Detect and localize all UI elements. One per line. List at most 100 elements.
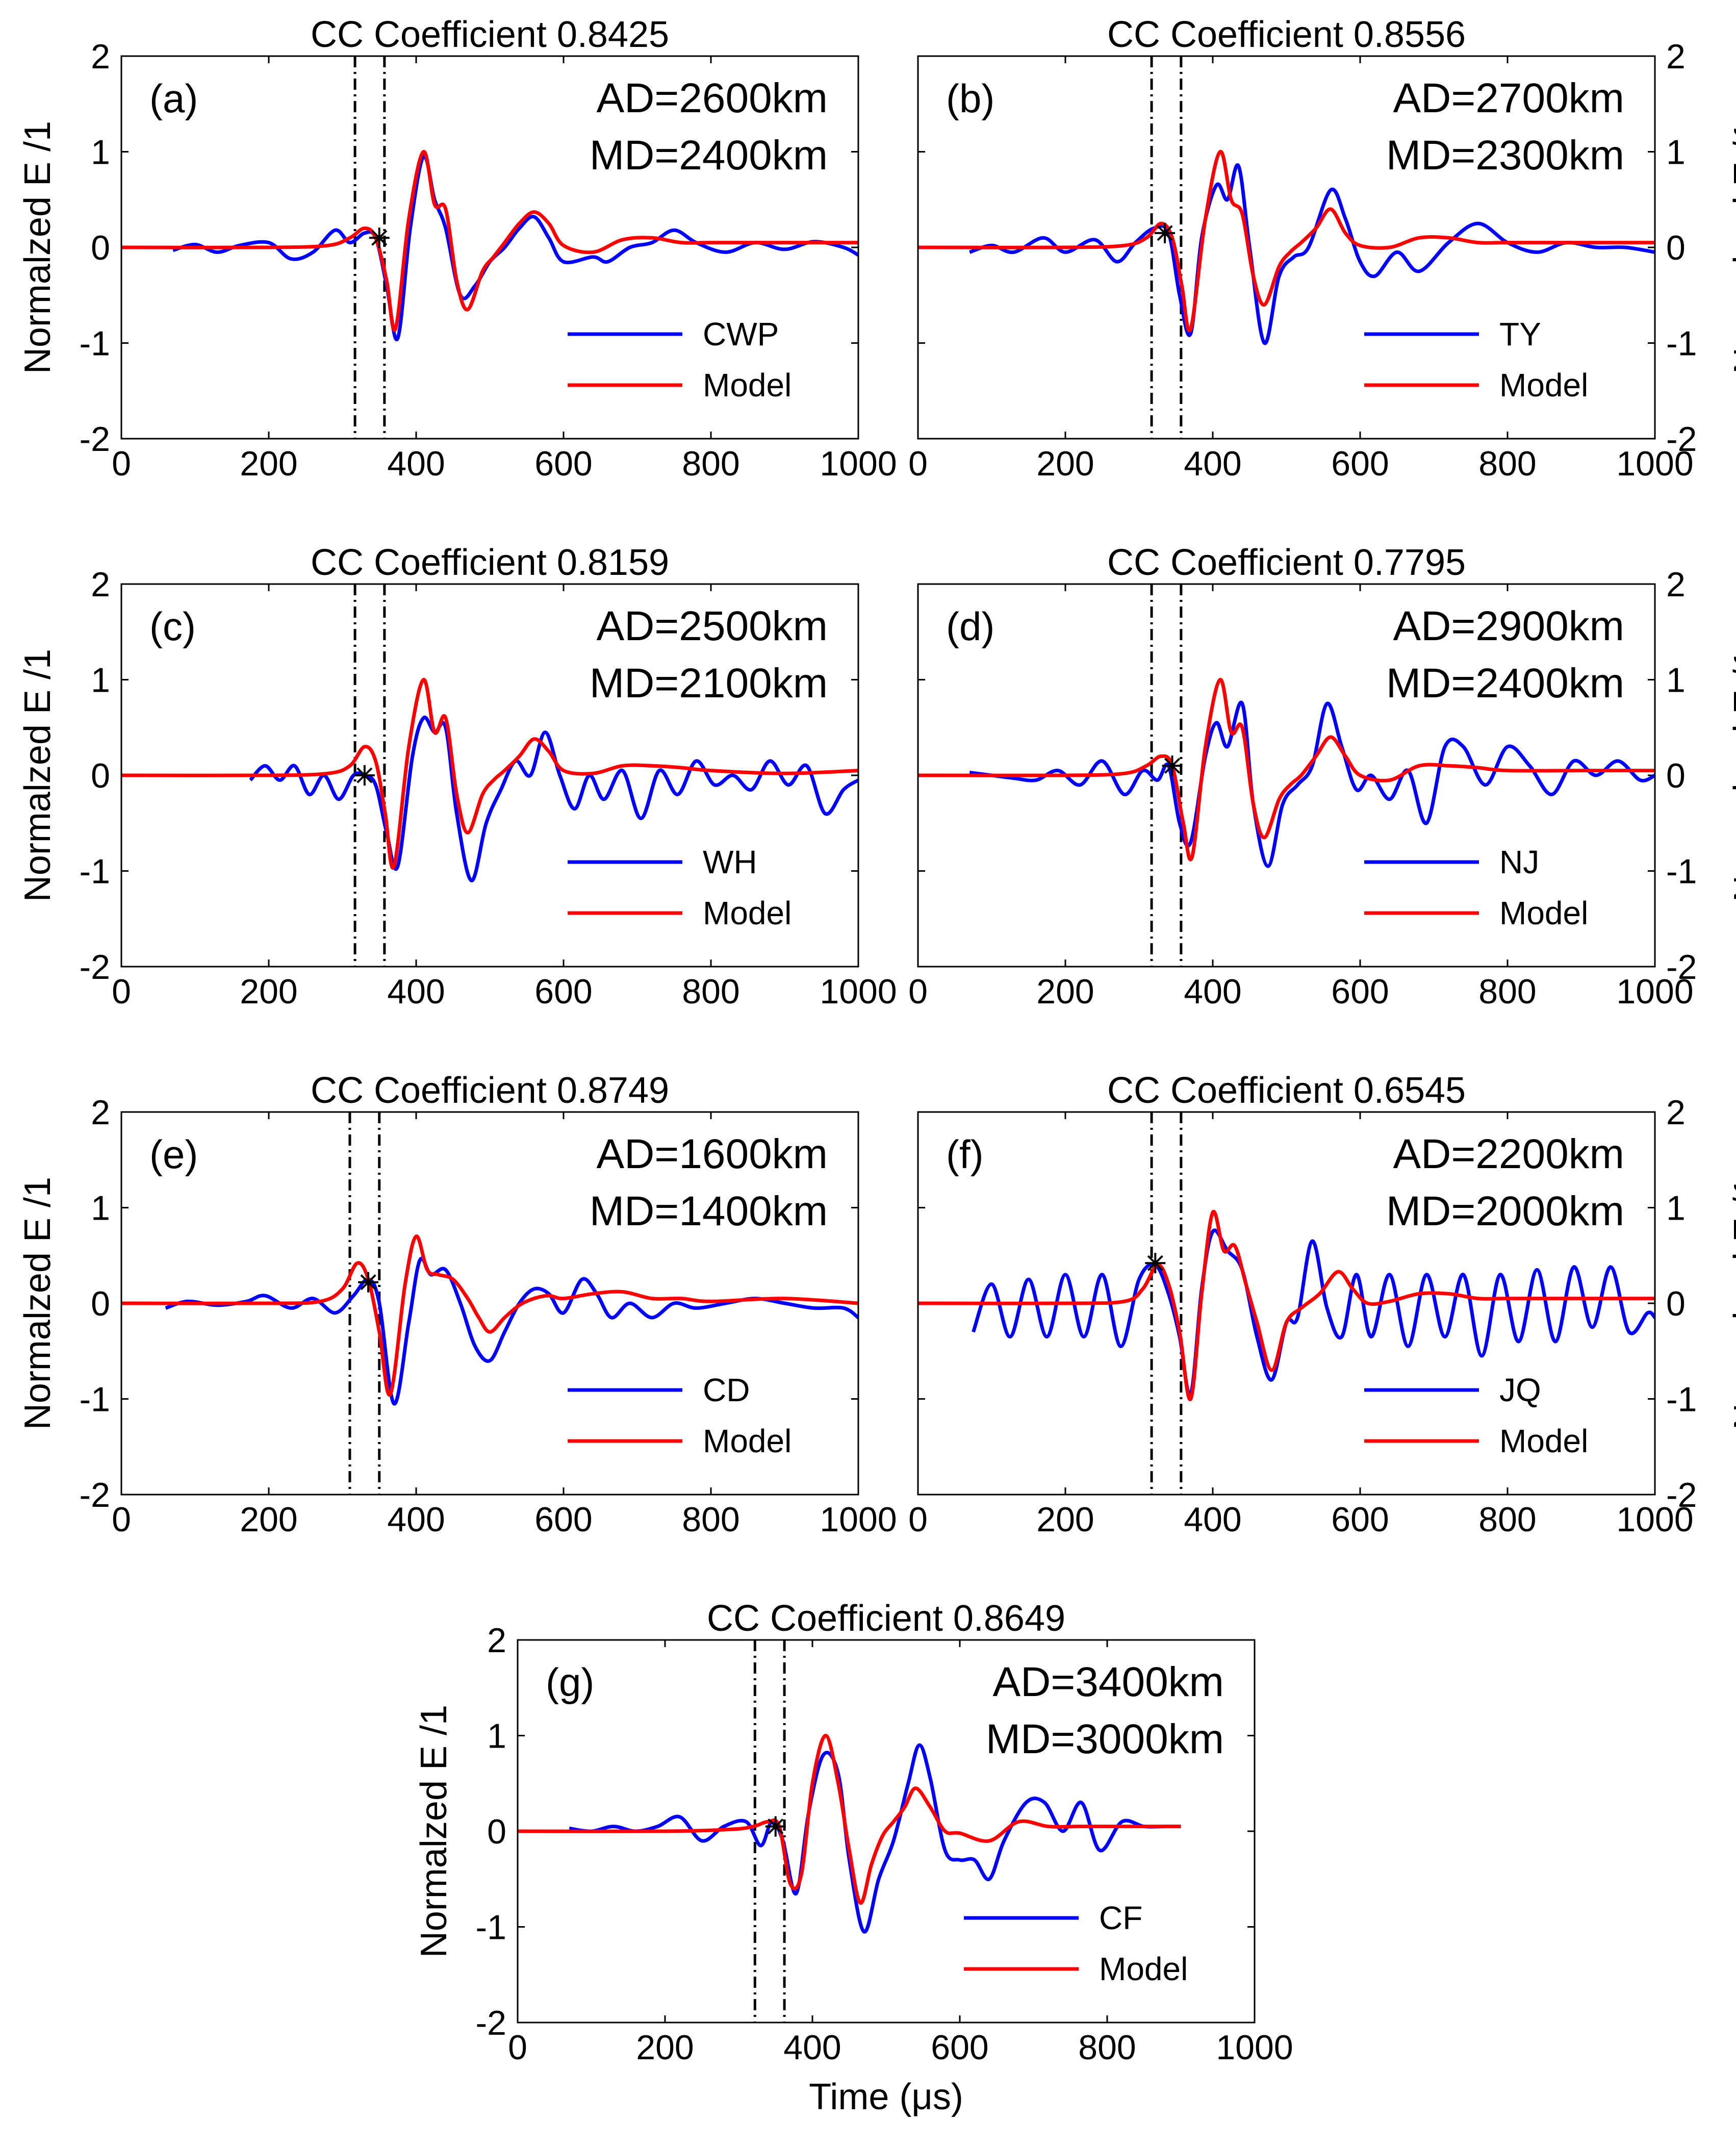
arrival-marker <box>354 765 375 786</box>
chart-title: CC Coefficient 0.8649 <box>707 1598 1065 1639</box>
y-tick-label: 2 <box>91 1093 110 1132</box>
series-wh <box>249 715 858 882</box>
legend-label-model: Model <box>1499 1423 1588 1459</box>
y-tick-label: 2 <box>91 565 110 604</box>
y-tick-label: 0 <box>1666 756 1686 795</box>
axes-frame <box>517 1639 1256 2024</box>
panel-label: (g) <box>546 1660 594 1705</box>
y-tick-label: 2 <box>1666 565 1686 604</box>
legend-label-model: Model <box>703 1423 792 1459</box>
y-tick-label: 1 <box>91 661 110 700</box>
x-tick-label: 200 <box>1036 1500 1094 1539</box>
legend-label-observed: CF <box>1099 1900 1142 1936</box>
x-tick-label: 200 <box>636 2028 694 2067</box>
legend-label-observed: CD <box>703 1372 750 1408</box>
x-tick-label: 200 <box>240 444 297 483</box>
x-tick-label: 600 <box>534 1500 592 1539</box>
panel-d: CC Coefficient 0.7795 0 200 400 600 800 1000-2… <box>908 542 1736 1011</box>
panel-b: CC Coefficient 0.8556 0 200 400 600 800 1000-2… <box>908 14 1736 483</box>
y-tick-label: -2 <box>80 420 110 459</box>
y-tick-label: -1 <box>1666 1380 1697 1419</box>
arrival-marker <box>1155 222 1176 243</box>
x-tick-label: 0 <box>908 1500 928 1539</box>
panel-label: (c) <box>149 604 196 649</box>
x-tick-label: 800 <box>1478 972 1536 1011</box>
series-model <box>518 1734 1181 1905</box>
y-axis-label: Normalzed E /1 <box>1727 649 1736 902</box>
x-tick-label: 800 <box>682 444 739 483</box>
annotation-md: MD=2100km <box>590 660 828 706</box>
arrival-marker <box>1145 1253 1166 1274</box>
arrival-marker <box>369 228 390 248</box>
legend-label-observed: NJ <box>1499 844 1539 880</box>
y-axis-label: Normalzed E /1 <box>1727 1177 1736 1430</box>
panel-label: (b) <box>946 76 994 121</box>
x-tick-label: 0 <box>112 972 131 1011</box>
series-nj <box>969 700 1655 868</box>
y-axis-label: Normalzed E /1 <box>17 649 58 902</box>
y-tick-label: 2 <box>91 37 110 76</box>
annotation-md: MD=2000km <box>1386 1188 1624 1234</box>
annotation-ad: AD=2500km <box>596 603 828 649</box>
y-tick-label: -2 <box>476 2004 506 2042</box>
x-tick-label: 200 <box>1036 444 1094 483</box>
legend-label-model: Model <box>703 367 792 403</box>
x-tick-label: 800 <box>1478 444 1536 483</box>
annotation-ad: AD=2900km <box>1393 603 1624 649</box>
y-tick-label: 2 <box>1666 1093 1686 1132</box>
x-tick-label: 800 <box>682 1500 739 1539</box>
x-tick-label: 0 <box>112 444 131 483</box>
panel-c: CC Coefficient 0.8159 0 200 400 600 800 1000 -2… <box>17 542 897 1011</box>
axes-frame <box>120 55 859 440</box>
y-tick-label: -1 <box>80 324 110 363</box>
y-tick-label: -1 <box>1666 852 1697 891</box>
axes-frame <box>917 55 1656 440</box>
x-tick-label: 400 <box>387 1500 445 1539</box>
y-tick-label: 0 <box>487 1812 506 1851</box>
axes-frame <box>120 1111 859 1496</box>
y-tick-label: 1 <box>487 1717 506 1756</box>
x-tick-label: 800 <box>1478 1500 1536 1539</box>
x-axis-label: Time (μs) <box>809 2077 963 2117</box>
annotation-ad: AD=2200km <box>1393 1131 1624 1177</box>
panel-g: CC Coefficient 0.8649 0 200 400 600 800 1000 -2… <box>414 1598 1293 2067</box>
legend-label-observed: JQ <box>1499 1372 1541 1408</box>
y-tick-label: -1 <box>476 1908 506 1947</box>
series-model <box>121 149 858 332</box>
chart-title: CC Coefficient 0.8425 <box>311 14 669 55</box>
x-tick-label: 1000 <box>1616 1500 1693 1539</box>
y-axis-label: Normalzed E /1 <box>17 121 58 374</box>
x-tick-label: 400 <box>1184 444 1241 483</box>
legend-label-observed: WH <box>703 844 757 880</box>
x-tick-label: 400 <box>387 444 445 483</box>
y-tick-label: 0 <box>91 229 110 267</box>
y-tick-label: 1 <box>1666 133 1686 172</box>
x-tick-label: 1000 <box>1616 444 1693 483</box>
annotation-md: MD=2300km <box>1386 132 1624 179</box>
x-tick-label: 200 <box>240 972 297 1011</box>
x-tick-label: 0 <box>508 2028 527 2067</box>
y-tick-label: -2 <box>80 948 110 987</box>
series-model <box>918 677 1655 862</box>
axes-frame <box>917 583 1656 968</box>
x-tick-label: 600 <box>1331 444 1389 483</box>
x-tick-label: 400 <box>387 972 445 1011</box>
legend-label-model: Model <box>1499 895 1588 931</box>
x-tick-label: 1000 <box>1216 2028 1293 2067</box>
legend-label-model: Model <box>1499 367 1588 403</box>
x-tick-label: 0 <box>908 444 928 483</box>
y-tick-label: 1 <box>1666 1189 1686 1228</box>
x-tick-label: 800 <box>1078 2028 1136 2067</box>
x-tick-label: 200 <box>240 1500 297 1539</box>
annotation-md: MD=2400km <box>1386 660 1624 706</box>
x-tick-label: 600 <box>534 444 592 483</box>
panel-e: CC Coefficient 0.8749 0 200 400 600 800 1000 -2… <box>17 1070 897 1539</box>
x-tick-label: 1000 <box>820 444 897 483</box>
chart-title: CC Coefficient 0.8749 <box>311 1070 669 1111</box>
legend-label-model: Model <box>1099 1951 1188 1987</box>
axes-frame <box>917 1111 1656 1496</box>
y-tick-label: 1 <box>1666 661 1686 700</box>
series-cd <box>165 1256 858 1406</box>
panel-label: (f) <box>946 1132 984 1177</box>
